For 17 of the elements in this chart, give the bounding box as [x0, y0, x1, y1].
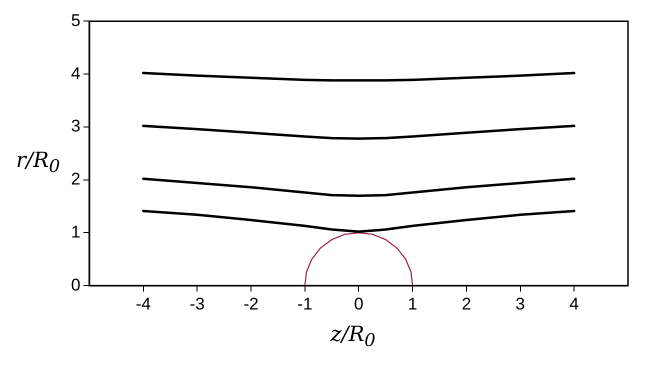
x-tick-label: -1 [297, 294, 312, 314]
x-tick-label: -4 [136, 294, 151, 314]
x-tick-label: 4 [569, 294, 579, 314]
y-tick-label: 4 [70, 64, 80, 83]
x-tick-label: -3 [190, 294, 205, 314]
x-tick-label: 3 [516, 294, 526, 314]
x-tick-label: -2 [243, 294, 259, 314]
y-tick-label: 3 [70, 116, 80, 136]
x-tick-label: 2 [462, 294, 472, 314]
y-axis-title: r/R$_{0}$ [14, 148, 62, 178]
x-tick-label: 1 [408, 294, 418, 314]
x-tick-label: 0 [354, 294, 364, 314]
y-tick-label: 5 [70, 10, 80, 30]
y-tick-label: 2 [70, 170, 80, 189]
y-tick-label: 1 [70, 222, 80, 242]
y-tick-label: 0 [70, 275, 80, 294]
x-axis-title: z/R$_{0}$ [329, 322, 377, 352]
